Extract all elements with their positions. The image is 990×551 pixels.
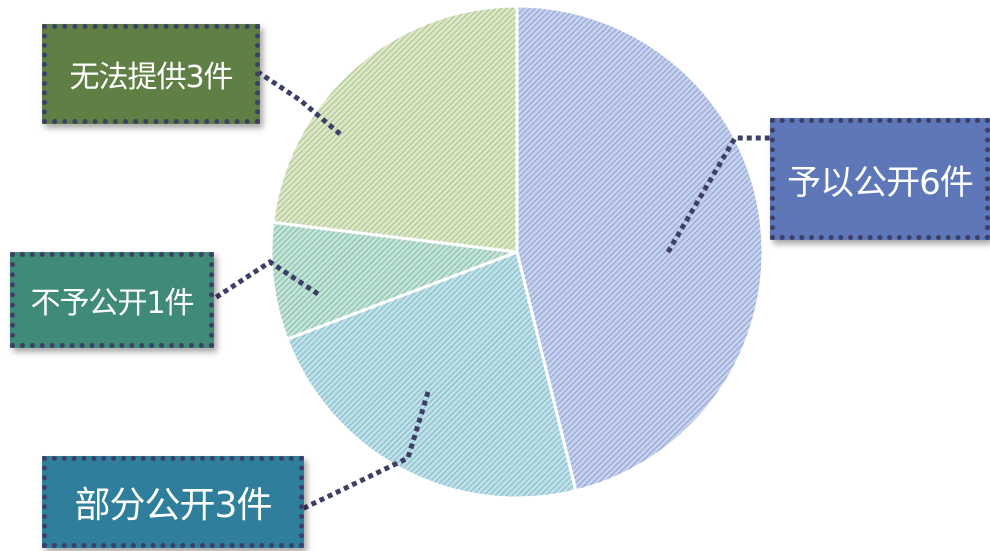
slice-label-无法提供: 无法提供3件 xyxy=(42,24,260,124)
pie-slice xyxy=(273,6,517,252)
slice-label-予以公开: 予以公开6件 xyxy=(770,118,990,240)
slice-label-部分公开: 部分公开3件 xyxy=(42,456,304,548)
slice-label-不予公开: 不予公开1件 xyxy=(10,252,214,348)
